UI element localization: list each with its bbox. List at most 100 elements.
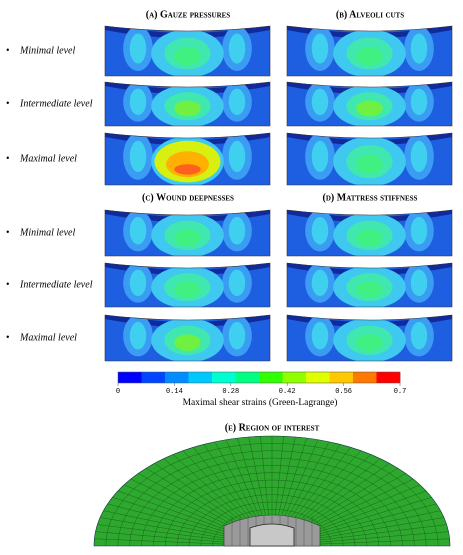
panel-title: (d) Mattress stiffness [323, 192, 418, 203]
contour-plot [287, 82, 452, 126]
plot-outline [286, 81, 453, 127]
plot-region [228, 140, 246, 172]
plot-region [356, 154, 383, 174]
mesh-line [237, 438, 267, 530]
plot-region [311, 216, 329, 245]
colorbar-frame [117, 371, 401, 384]
plot-outline [286, 25, 453, 77]
plot-region [356, 281, 383, 298]
mesh-line [260, 436, 271, 530]
plot-region [129, 269, 147, 296]
colorbar-swatch [329, 372, 354, 383]
mesh [93, 435, 451, 547]
plot-region [174, 47, 201, 65]
mesh-line [298, 524, 447, 543]
plot-region [228, 269, 246, 296]
row-label: Maximal level [19, 332, 77, 343]
panel-title: (c) Wound deepnesses [142, 192, 234, 203]
mesh-line [298, 538, 450, 546]
mesh-line [214, 441, 264, 531]
contour-plot [105, 133, 270, 185]
colorbar-swatch [306, 372, 330, 383]
mesh-line [100, 517, 247, 542]
colorbar-swatch [353, 372, 377, 383]
plot-region [410, 321, 428, 350]
plot-region [129, 33, 147, 64]
plot-outline [104, 25, 271, 77]
colorbar-tick-label: 0.56 [335, 388, 352, 396]
plot-region [129, 88, 147, 116]
contour-plot [105, 26, 270, 76]
mesh-line [94, 538, 246, 546]
plot-outline [104, 81, 271, 127]
plot-region [410, 33, 428, 64]
contour-plot [287, 315, 452, 361]
plot-region [129, 321, 147, 350]
plot-region [410, 140, 428, 172]
plot-region [410, 269, 428, 296]
row-label: Minimal level [19, 227, 75, 238]
colorbar-swatch [188, 372, 213, 383]
colorbar-tick-label: 0 [116, 388, 120, 396]
plot-region [356, 334, 383, 351]
contour-plot [105, 263, 270, 307]
plot-region [311, 140, 329, 172]
colorbar-tick-label: 0.42 [279, 388, 296, 396]
row-label: Intermediate level [19, 98, 93, 109]
region-title: (e) Region of interest [225, 422, 320, 433]
contour-plot [287, 26, 452, 76]
plot-region [228, 321, 246, 350]
colorbar-swatch [212, 372, 236, 383]
mesh-line [103, 510, 247, 541]
colorbar-swatch [376, 372, 401, 383]
mesh-line [297, 510, 441, 541]
row-label: Minimal level [19, 45, 75, 56]
mesh-line [298, 531, 449, 545]
plot-region [311, 88, 329, 116]
colorbar-tick-label: 0.7 [394, 388, 407, 396]
plot-region [129, 140, 147, 172]
plot-region [410, 216, 428, 245]
mesh-line [248, 436, 269, 530]
contour-plot [287, 263, 452, 307]
plot-region [356, 229, 383, 246]
plot-outline [286, 132, 453, 186]
bullet: • [6, 45, 10, 56]
mesh-line [97, 524, 246, 543]
plot-region [174, 100, 201, 117]
mesh-inner [249, 523, 295, 547]
colorbar-label: Maximal shear strains (Green-Lagrange) [183, 397, 338, 408]
plot-outline [286, 314, 453, 362]
mesh-line [273, 436, 284, 530]
mesh-line [275, 436, 296, 530]
plot-region [174, 334, 201, 351]
mesh-line [280, 441, 330, 531]
panel-title: (b) Alveoli cuts [336, 9, 404, 20]
colorbar-swatch [235, 372, 260, 383]
plot-region [174, 281, 201, 298]
colorbar-swatch [165, 372, 189, 383]
colorbar-tick-label: 0.28 [222, 388, 239, 396]
mesh-line [297, 517, 444, 542]
colorbar-swatch [118, 372, 142, 383]
plot-region [174, 229, 201, 246]
row-label: Intermediate level [19, 279, 93, 290]
contour-plot [105, 210, 270, 256]
plot-region [228, 33, 246, 64]
bullet: • [6, 332, 10, 343]
plot-outline [286, 209, 453, 257]
contour-plot [287, 210, 452, 256]
colorbar-swatch [259, 372, 283, 383]
mesh-line [95, 531, 246, 545]
bullet: • [6, 98, 10, 109]
plot-region [410, 88, 428, 116]
contour-plot [287, 133, 452, 185]
colorbar-swatch [282, 372, 307, 383]
plot-region [311, 269, 329, 296]
plot-region [228, 88, 246, 116]
mesh-line [225, 439, 266, 531]
row-label: Maximal level [19, 153, 77, 164]
mesh-line [278, 439, 319, 531]
plot-outline [104, 262, 271, 308]
